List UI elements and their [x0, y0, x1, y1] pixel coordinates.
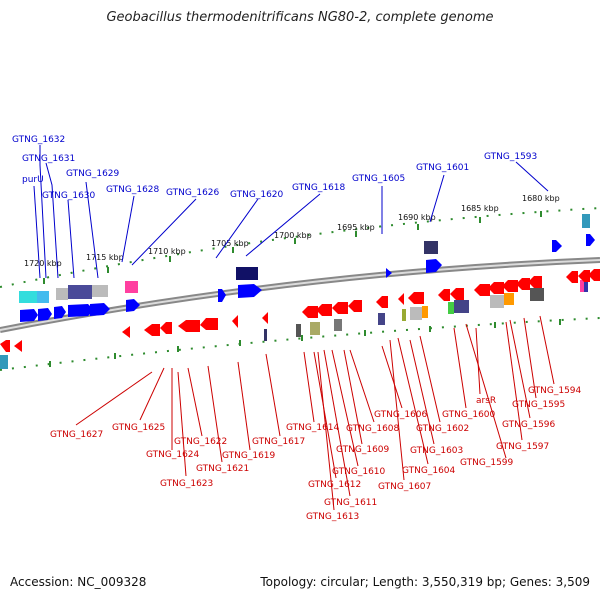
gene-label: GTNG_1618: [292, 183, 346, 193]
tick-labels: 1720 kbp 1715 kbp 1710 kbp 1705 kbp 1700…: [24, 194, 560, 268]
gene-label: GTNG_1624: [146, 450, 200, 460]
reverse-genes: [0, 269, 600, 352]
tick-label: 1685 kbp: [461, 204, 499, 213]
gene-label: GTNG_1593: [484, 152, 537, 162]
gene-label: GTNG_1596: [502, 420, 556, 430]
gene-label: GTNG_1625: [112, 423, 165, 433]
topology-label: Topology: circular; Length: 3,550,319 bp…: [260, 575, 590, 589]
gene-label: GTNG_1610: [332, 467, 386, 477]
gene-label: GTNG_1599: [460, 458, 514, 468]
gene-label: GTNG_1612: [308, 480, 361, 490]
tick-label: 1695 kbp: [337, 223, 375, 232]
gene-label: GTNG_1621: [196, 464, 249, 474]
gene-label: GTNG_1627: [50, 430, 103, 440]
gene-label: GTNG_1605: [352, 174, 405, 184]
gene-label: GTNG_1595: [512, 400, 565, 410]
gene-label: GTNG_1628: [106, 185, 160, 195]
gene-label: GTNG_1608: [346, 424, 400, 434]
map-title: Geobacillus thermodenitrificans NG80-2, …: [106, 10, 494, 25]
tick-label: 1705 kbp: [211, 239, 249, 248]
gene-label: GTNG_1602: [416, 424, 469, 434]
gene-label: GTNG_1594: [528, 386, 582, 396]
gene-label: GTNG_1631: [22, 154, 75, 164]
bottom-connectors: [75, 315, 555, 511]
gene-label: GTNG_1614: [286, 423, 340, 433]
gene-label: GTNG_1609: [336, 445, 390, 455]
tick-label: 1715 kbp: [86, 253, 124, 262]
gene-label: GTNG_1623: [160, 479, 213, 489]
cog-boxes: [0, 214, 590, 369]
accession-label: Accession: NC_009328: [10, 575, 147, 589]
gene-label: GTNG_1613: [306, 512, 359, 522]
top-connectors: [33, 145, 549, 279]
gene-label: GTNG_1603: [410, 446, 463, 456]
gene-label: GTNG_1630: [42, 191, 96, 201]
major-ticks: [43, 211, 561, 367]
tick-label: 1680 kbp: [522, 194, 560, 203]
gene-label: GTNG_1601: [416, 163, 469, 173]
gene-label: GTNG_1620: [230, 190, 284, 200]
gene-label: GTNG_1604: [402, 466, 456, 476]
gene-label: GTNG_1607: [378, 482, 431, 492]
bottom-labels: GTNG_1627 GTNG_1625 GTNG_1624 GTNG_1622 …: [50, 386, 582, 522]
gene-label: GTNG_1606: [374, 410, 428, 420]
gene-label: GTNG_1632: [12, 135, 65, 145]
gene-label: GTNG_1617: [252, 437, 305, 447]
tick-label: 1710 kbp: [148, 247, 186, 256]
gene-label: GTNG_1622: [174, 437, 227, 447]
tick-label: 1720 kbp: [24, 259, 62, 268]
inner-ruler: [0, 317, 600, 371]
gene-label: GTNG_1597: [496, 442, 549, 452]
gene-label: GTNG_1626: [166, 188, 220, 198]
gene-label: arsR: [476, 396, 496, 406]
forward-genes: [20, 234, 595, 322]
gene-label: GTNG_1619: [222, 451, 276, 461]
outer-ruler: [0, 207, 600, 288]
tick-label: 1690 kbp: [398, 213, 436, 222]
gene-label: GTNG_1611: [324, 498, 377, 508]
top-labels: GTNG_1632 GTNG_1631 purU GTNG_1629 GTNG_…: [12, 135, 537, 201]
gene-label: GTNG_1629: [66, 169, 120, 179]
gene-label: purU: [22, 175, 44, 185]
tick-label: 1700 kbp: [274, 231, 312, 240]
gene-label: GTNG_1600: [442, 410, 496, 420]
